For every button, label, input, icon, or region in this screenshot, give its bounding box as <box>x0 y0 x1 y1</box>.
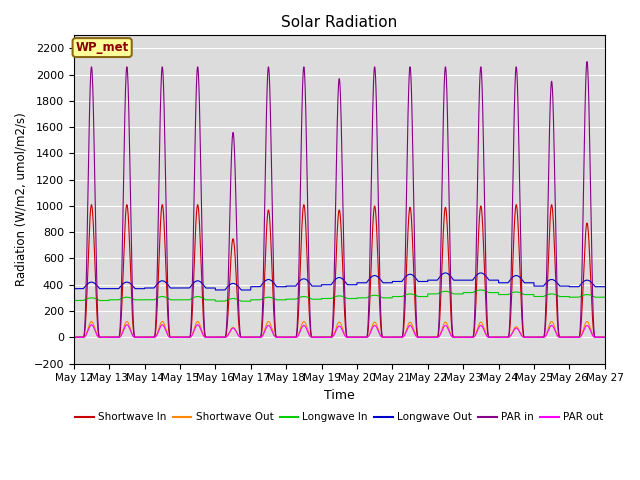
Y-axis label: Radiation (W/m2, umol/m2/s): Radiation (W/m2, umol/m2/s) <box>15 112 28 286</box>
Title: Solar Radiation: Solar Radiation <box>281 15 397 30</box>
Text: WP_met: WP_met <box>76 41 129 54</box>
X-axis label: Time: Time <box>324 389 355 402</box>
Legend: Shortwave In, Shortwave Out, Longwave In, Longwave Out, PAR in, PAR out: Shortwave In, Shortwave Out, Longwave In… <box>71 408 607 426</box>
